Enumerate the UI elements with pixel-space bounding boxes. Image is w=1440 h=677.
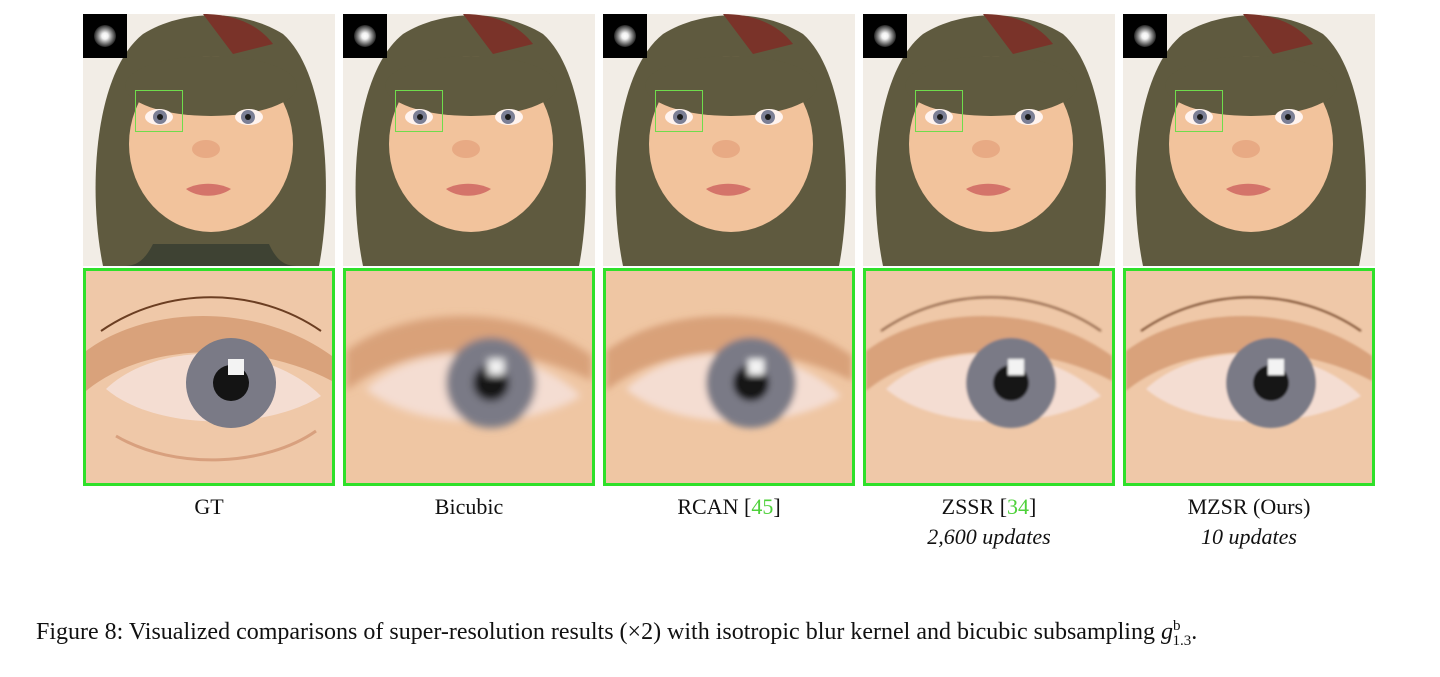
caption-text: Figure 8: Visualized comparisons of supe…	[36, 619, 1161, 645]
zoomed-eye-image	[343, 268, 595, 486]
update-count: 10 updates	[1201, 524, 1297, 549]
blur-kernel-thumbnail	[343, 14, 387, 58]
portrait-image	[83, 14, 335, 266]
label-zssr: ZSSR [34] 2,600 updates	[863, 492, 1115, 552]
panel-mzsr	[1123, 14, 1375, 486]
panel-bicubic	[343, 14, 595, 486]
figure-caption: Figure 8: Visualized comparisons of supe…	[36, 618, 1426, 650]
portrait-image	[863, 14, 1115, 266]
zoomed-eye-image	[1123, 268, 1375, 486]
label-gt: GT	[83, 492, 335, 522]
blur-kernel-thumbnail	[83, 14, 127, 58]
method-name: Bicubic	[434, 494, 504, 519]
kernel-symbol: g	[1160, 619, 1173, 645]
method-name: GT	[194, 494, 224, 519]
panel-zssr	[863, 14, 1115, 486]
blur-kernel-thumbnail	[603, 14, 647, 58]
zoomed-eye-image	[863, 268, 1115, 486]
blur-kernel-thumbnail	[863, 14, 907, 58]
method-name: MZSR (Ours)	[1187, 494, 1311, 519]
portrait-image	[1123, 14, 1375, 266]
zoomed-eye-image	[83, 268, 335, 486]
caption-end: .	[1191, 619, 1198, 645]
label-mzsr: MZSR (Ours) 10 updates	[1123, 492, 1375, 552]
method-name: RCAN [	[677, 494, 752, 519]
panel-rcan	[603, 14, 855, 486]
kernel-superscript: b	[1172, 618, 1181, 634]
method-suffix: ]	[1029, 494, 1037, 519]
portrait-image	[603, 14, 855, 266]
label-rcan: RCAN [45]	[603, 492, 855, 522]
zoom-region-box	[395, 90, 443, 132]
portrait-image	[343, 14, 595, 266]
zoomed-eye-image	[603, 268, 855, 486]
zoom-region-box	[655, 90, 703, 132]
citation-link[interactable]: 45	[751, 494, 774, 519]
panel-gt	[83, 14, 335, 486]
kernel-subscript: 1.3	[1172, 632, 1192, 649]
zoom-region-box	[915, 90, 963, 132]
label-bicubic: Bicubic	[343, 492, 595, 522]
citation-link[interactable]: 34	[1007, 494, 1030, 519]
method-name: ZSSR [	[941, 494, 1008, 519]
update-count: 2,600 updates	[927, 524, 1051, 549]
zoom-region-box	[135, 90, 183, 132]
blur-kernel-thumbnail	[1123, 14, 1167, 58]
method-suffix: ]	[773, 494, 781, 519]
zoom-region-box	[1175, 90, 1223, 132]
